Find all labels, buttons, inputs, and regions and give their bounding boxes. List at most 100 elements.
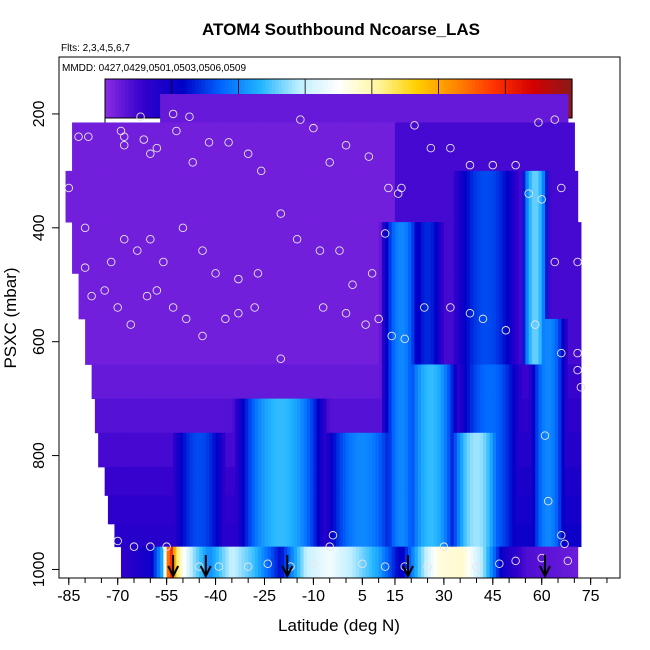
heatmap-cell <box>306 273 311 320</box>
heatmap-cell <box>518 398 523 434</box>
heatmap-cell <box>300 318 305 365</box>
heatmap-cell <box>150 273 155 320</box>
heatmap-cell <box>120 222 125 274</box>
heatmap-cell <box>107 432 112 468</box>
heatmap-cell <box>212 398 217 434</box>
heatmap-cell <box>388 94 393 123</box>
heatmap-cell <box>346 364 350 400</box>
heatmap-cell <box>430 523 435 548</box>
heatmap-cell <box>372 94 376 123</box>
heatmap-cell <box>297 94 301 123</box>
heatmap-cell <box>476 222 481 274</box>
heatmap-cell <box>267 546 272 579</box>
heatmap-cell <box>512 318 517 365</box>
heatmap-cell <box>293 546 298 579</box>
heatmap-cell <box>548 318 553 365</box>
sample-point <box>152 286 162 295</box>
heatmap-cell <box>274 318 279 365</box>
heatmap-cell <box>137 432 142 468</box>
heatmap-cell <box>372 364 376 400</box>
heatmap-cell <box>140 432 145 468</box>
heatmap-cell <box>104 364 109 400</box>
heatmap-cell <box>355 523 360 548</box>
heatmap-cell <box>463 222 468 274</box>
heatmap-cell <box>512 432 517 468</box>
heatmap-cell <box>525 546 530 579</box>
heatmap-cell <box>577 364 582 400</box>
heatmap-cell <box>368 170 373 223</box>
heatmap-cell <box>186 94 191 123</box>
heatmap-cell <box>571 170 575 223</box>
heatmap-cell <box>450 546 455 579</box>
heatmap-cell <box>323 318 328 365</box>
heatmap-cell <box>264 495 269 525</box>
heatmap-cell <box>453 94 458 123</box>
heatmap-cell <box>94 170 99 223</box>
profile-arrow-head <box>402 565 414 579</box>
heatmap-cell <box>147 273 151 320</box>
heatmap-cell <box>163 273 168 320</box>
heatmap-cell <box>407 94 412 123</box>
heatmap-cell <box>430 273 435 320</box>
heatmap-cell <box>244 398 249 434</box>
heatmap-cell <box>531 318 536 365</box>
heatmap-cell <box>303 523 308 548</box>
heatmap-cell <box>209 94 213 123</box>
heatmap-cell <box>235 546 239 579</box>
heatmap-cell <box>104 170 109 223</box>
heatmap-cell <box>473 170 478 223</box>
heatmap-cell <box>101 170 106 223</box>
heatmap-cell <box>388 222 393 274</box>
heatmap-cell <box>202 94 207 123</box>
heatmap-cell <box>300 94 305 123</box>
heatmap-cell <box>306 466 311 496</box>
heatmap-cell <box>293 273 298 320</box>
heatmap-cell <box>199 170 204 223</box>
heatmap-cell <box>254 546 259 579</box>
heatmap-cell <box>257 318 262 365</box>
heatmap-cell <box>391 94 396 123</box>
heatmap-cell <box>496 432 500 468</box>
heatmap-cell <box>332 432 337 468</box>
heatmap-cell <box>310 318 315 365</box>
sample-point <box>136 112 145 122</box>
sample-point <box>64 183 74 193</box>
heatmap-cell <box>404 523 409 548</box>
heatmap-cell <box>577 432 582 468</box>
heatmap-cell <box>202 523 207 548</box>
heatmap-cell <box>231 432 236 468</box>
heatmap-cell <box>290 523 295 548</box>
heatmap-cell <box>130 523 135 548</box>
heatmap-cell <box>290 466 295 496</box>
heatmap-cell <box>359 170 363 223</box>
heatmap-cell <box>277 273 282 320</box>
heatmap-cell <box>297 466 301 496</box>
heatmap-cell <box>186 364 191 400</box>
heatmap-cell <box>235 222 239 274</box>
heatmap-cell <box>443 432 448 468</box>
heatmap-cell <box>238 273 243 320</box>
heatmap-cell <box>209 122 213 172</box>
heatmap-cell <box>271 495 275 525</box>
heatmap-cell <box>352 546 357 579</box>
colorbar-swatch <box>155 79 159 118</box>
heatmap-cell <box>489 273 494 320</box>
heatmap-cell <box>306 495 311 525</box>
heatmap-cell <box>375 466 380 496</box>
heatmap-cell <box>502 466 507 496</box>
heatmap-cell <box>120 273 125 320</box>
heatmap-cell <box>502 364 507 400</box>
heatmap-cell <box>339 495 344 525</box>
heatmap-cell <box>78 273 83 320</box>
heatmap-cell <box>531 495 536 525</box>
sample-point <box>168 109 178 119</box>
heatmap-cell <box>124 398 129 434</box>
sample-point <box>146 234 155 244</box>
heatmap-cell <box>153 398 158 434</box>
heatmap-cell <box>277 523 282 548</box>
heatmap-cell <box>284 318 288 365</box>
heatmap-cell <box>528 364 533 400</box>
heatmap-cell <box>127 546 132 579</box>
heatmap-cell <box>430 364 435 400</box>
